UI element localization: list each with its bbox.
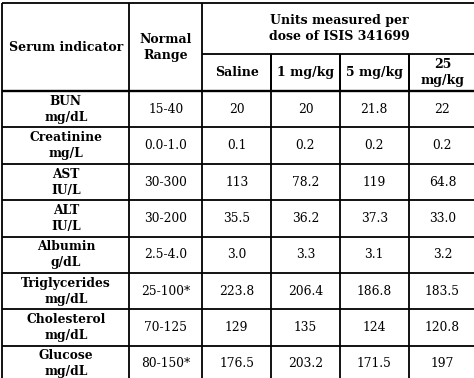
Text: Saline: Saline (215, 66, 259, 79)
Text: 25
mg/kg: 25 mg/kg (420, 58, 465, 87)
Text: 124: 124 (363, 321, 386, 334)
Text: 78.2: 78.2 (292, 175, 319, 189)
Text: 0.2: 0.2 (365, 139, 384, 152)
Text: 120.8: 120.8 (425, 321, 460, 334)
Text: 183.5: 183.5 (425, 285, 460, 297)
Text: 37.3: 37.3 (361, 212, 388, 225)
Text: ALT
IU/L: ALT IU/L (51, 204, 81, 233)
Text: BUN
mg/dL: BUN mg/dL (44, 95, 88, 124)
Text: 203.2: 203.2 (288, 357, 323, 370)
Text: 197: 197 (431, 357, 454, 370)
Text: Serum indicator: Serum indicator (9, 40, 123, 54)
Text: 35.5: 35.5 (223, 212, 250, 225)
Text: 25-100*: 25-100* (141, 285, 191, 297)
Text: 223.8: 223.8 (219, 285, 255, 297)
Text: 3.0: 3.0 (227, 248, 246, 261)
Text: AST
IU/L: AST IU/L (51, 167, 81, 197)
Text: 22: 22 (435, 103, 450, 116)
Text: 0.0-1.0: 0.0-1.0 (145, 139, 187, 152)
Text: 1 mg/kg: 1 mg/kg (277, 66, 334, 79)
Text: 30-300: 30-300 (145, 175, 187, 189)
Text: Albumin
g/dL: Albumin g/dL (36, 240, 95, 269)
Text: 20: 20 (229, 103, 245, 116)
Text: 171.5: 171.5 (357, 357, 392, 370)
Text: Triglycerides
mg/dL: Triglycerides mg/dL (21, 277, 111, 305)
Text: 30-200: 30-200 (145, 212, 187, 225)
Text: 3.3: 3.3 (296, 248, 315, 261)
Text: 21.8: 21.8 (361, 103, 388, 116)
Text: 135: 135 (294, 321, 317, 334)
Text: 20: 20 (298, 103, 313, 116)
Text: 80-150*: 80-150* (141, 357, 191, 370)
Text: Normal
Range: Normal Range (140, 33, 192, 62)
Text: 15-40: 15-40 (148, 103, 183, 116)
Text: 113: 113 (225, 175, 248, 189)
Text: 36.2: 36.2 (292, 212, 319, 225)
Text: 3.2: 3.2 (433, 248, 452, 261)
Text: 2.5-4.0: 2.5-4.0 (145, 248, 187, 261)
Text: 3.1: 3.1 (365, 248, 384, 261)
Text: 176.5: 176.5 (219, 357, 254, 370)
Text: 70-125: 70-125 (145, 321, 187, 334)
Text: Cholesterol
mg/dL: Cholesterol mg/dL (26, 313, 106, 342)
Text: 5 mg/kg: 5 mg/kg (346, 66, 403, 79)
Text: 206.4: 206.4 (288, 285, 323, 297)
Text: 33.0: 33.0 (429, 212, 456, 225)
Text: 186.8: 186.8 (356, 285, 392, 297)
Text: 0.1: 0.1 (227, 139, 246, 152)
Text: 0.2: 0.2 (433, 139, 452, 152)
Text: 64.8: 64.8 (428, 175, 456, 189)
Text: 129: 129 (225, 321, 248, 334)
Text: 119: 119 (363, 175, 386, 189)
Text: Units measured per
dose of ISIS 341699: Units measured per dose of ISIS 341699 (269, 14, 410, 43)
Text: Glucose
mg/dL: Glucose mg/dL (38, 349, 93, 378)
Text: Creatinine
mg/L: Creatinine mg/L (29, 131, 102, 160)
Text: 0.2: 0.2 (296, 139, 315, 152)
